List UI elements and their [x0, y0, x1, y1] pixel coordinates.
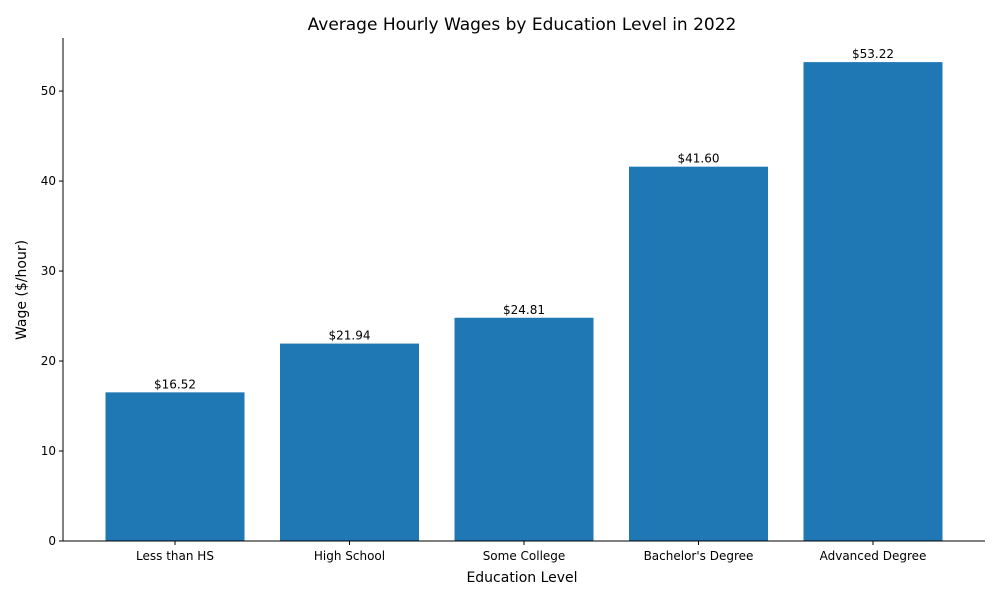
x-tick-label: High School — [314, 549, 385, 563]
y-axis: 0 10 20 30 40 50 — [41, 84, 63, 548]
y-tick-label: 30 — [41, 264, 56, 278]
chart-title: Average Hourly Wages by Education Level … — [308, 15, 737, 35]
x-axis: Less than HS High School Some College Bache… — [136, 541, 926, 563]
y-tick-label: 40 — [41, 174, 56, 188]
y-axis-title: Wage ($/hour) — [14, 240, 30, 340]
x-tick-label: Some College — [483, 549, 566, 563]
bar — [105, 392, 245, 541]
bar — [280, 343, 419, 541]
bar-value-label: $53.22 — [852, 47, 894, 61]
bar — [629, 166, 768, 541]
bar-value-label: $16.52 — [154, 377, 196, 391]
y-tick-label: 0 — [48, 534, 56, 548]
y-tick-label: 20 — [41, 354, 56, 368]
x-axis-title: Education Level — [466, 570, 577, 586]
bar-value-label: $24.81 — [503, 303, 545, 317]
bar-value-label: $41.60 — [678, 152, 720, 166]
x-tick-label: Less than HS — [136, 549, 214, 563]
y-tick-label: 50 — [41, 84, 56, 98]
x-tick-label: Bachelor's Degree — [644, 549, 754, 563]
bars — [105, 62, 943, 541]
y-tick-label: 10 — [41, 444, 56, 458]
bar — [803, 62, 943, 541]
bar-value-labels: $16.52 $21.94 $24.81 $41.60 $53.22 — [154, 47, 894, 391]
bar — [454, 317, 594, 541]
x-tick-label: Advanced Degree — [820, 549, 927, 563]
bar-value-label: $21.94 — [329, 329, 371, 343]
